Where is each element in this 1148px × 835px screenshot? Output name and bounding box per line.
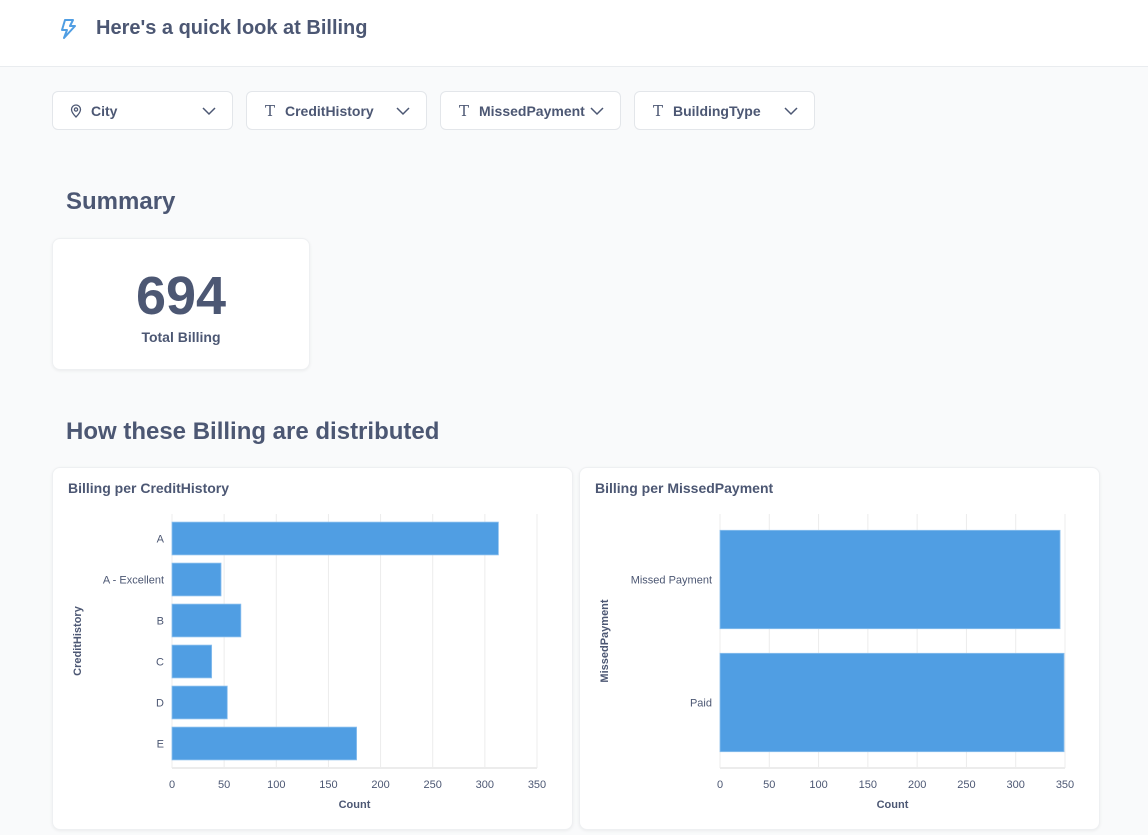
x-tick-label: 300 (476, 779, 494, 791)
kpi-label: Total Billing (141, 329, 221, 345)
y-category-label: A (157, 534, 165, 546)
text-type-icon: T (264, 101, 275, 120)
filter-label: CreditHistory (285, 102, 374, 119)
y-category-label: D (156, 698, 164, 710)
x-axis-title: Count (339, 799, 371, 811)
y-axis-title: CreditHistory (72, 605, 84, 676)
x-tick-label: 200 (908, 779, 926, 791)
bar (171, 644, 213, 679)
chevron-down-icon (590, 107, 604, 116)
location-pin-icon (70, 103, 82, 118)
filter-buildingtype[interactable]: T BuildingType (634, 91, 815, 130)
x-tick-label: 0 (169, 779, 175, 791)
x-tick-label: 350 (528, 779, 546, 791)
summary-heading: Summary (66, 188, 176, 215)
x-tick-label: 150 (319, 779, 337, 791)
bar (171, 521, 499, 556)
filter-missedpayment[interactable]: T MissedPayment (440, 91, 621, 130)
missedpayment-bar-chart: 0 50 100 150 200 250 300 350 Missed Payment Paid C… (599, 514, 1074, 811)
filter-label: City (91, 102, 118, 119)
x-tick-label: 50 (763, 779, 775, 791)
page-title: Here's a quick look at Billing (96, 17, 368, 39)
filter-credithistory[interactable]: T CreditHistory (246, 91, 427, 130)
x-tick-label: 200 (371, 779, 389, 791)
filter-city[interactable]: City (52, 91, 233, 130)
filter-label: MissedPayment (479, 102, 585, 119)
credithistory-bar-chart: 0 50 100 150 200 250 300 350 A A - Excellent B C D E C… (72, 514, 546, 811)
y-category-label: C (156, 657, 164, 669)
x-tick-label: 300 (1007, 779, 1025, 791)
chevron-down-icon (202, 107, 216, 116)
chevron-down-icon (396, 107, 410, 116)
y-category-label: E (157, 739, 164, 751)
text-type-icon: T (458, 101, 469, 120)
y-category-label: Paid (690, 698, 712, 710)
chevron-down-icon (784, 107, 798, 116)
y-category-label: A - Excellent (103, 575, 164, 587)
x-axis-title: Count (877, 799, 909, 811)
kpi-value: 694 (135, 266, 227, 326)
x-tick-label: 100 (809, 779, 827, 791)
bar (719, 652, 1065, 753)
bolt-icon (61, 19, 76, 39)
kpi-card[interactable]: 694 Total Billing (52, 238, 310, 370)
y-category-label: Missed Payment (631, 575, 712, 587)
bar (171, 726, 357, 761)
bar (171, 685, 228, 720)
x-tick-label: 250 (424, 779, 442, 791)
text-type-icon: T (652, 101, 663, 120)
y-category-label: B (157, 616, 164, 628)
chart-card-missedpayment[interactable]: Billing per MissedPayment 0 50 100 150 200 25… (579, 467, 1100, 830)
x-tick-label: 100 (267, 779, 285, 791)
x-tick-label: 0 (717, 779, 723, 791)
x-tick-label: 350 (1056, 779, 1074, 791)
bar (171, 603, 242, 638)
chart-title: Billing per CreditHistory (68, 480, 230, 496)
distribution-heading: How these Billing are distributed (66, 418, 440, 445)
x-tick-label: 50 (218, 779, 230, 791)
bar (719, 529, 1061, 630)
x-tick-label: 250 (957, 779, 975, 791)
x-tick-label: 150 (859, 779, 877, 791)
chart-title: Billing per MissedPayment (595, 480, 774, 496)
chart-card-credithistory[interactable]: Billing per CreditHistory 0 50 100 150 200 25… (52, 467, 573, 830)
filter-label: BuildingType (673, 102, 761, 119)
bar (171, 562, 222, 597)
y-axis-title: MissedPayment (599, 599, 611, 682)
top-bar: Here's a quick look at Billing (0, 0, 1148, 67)
